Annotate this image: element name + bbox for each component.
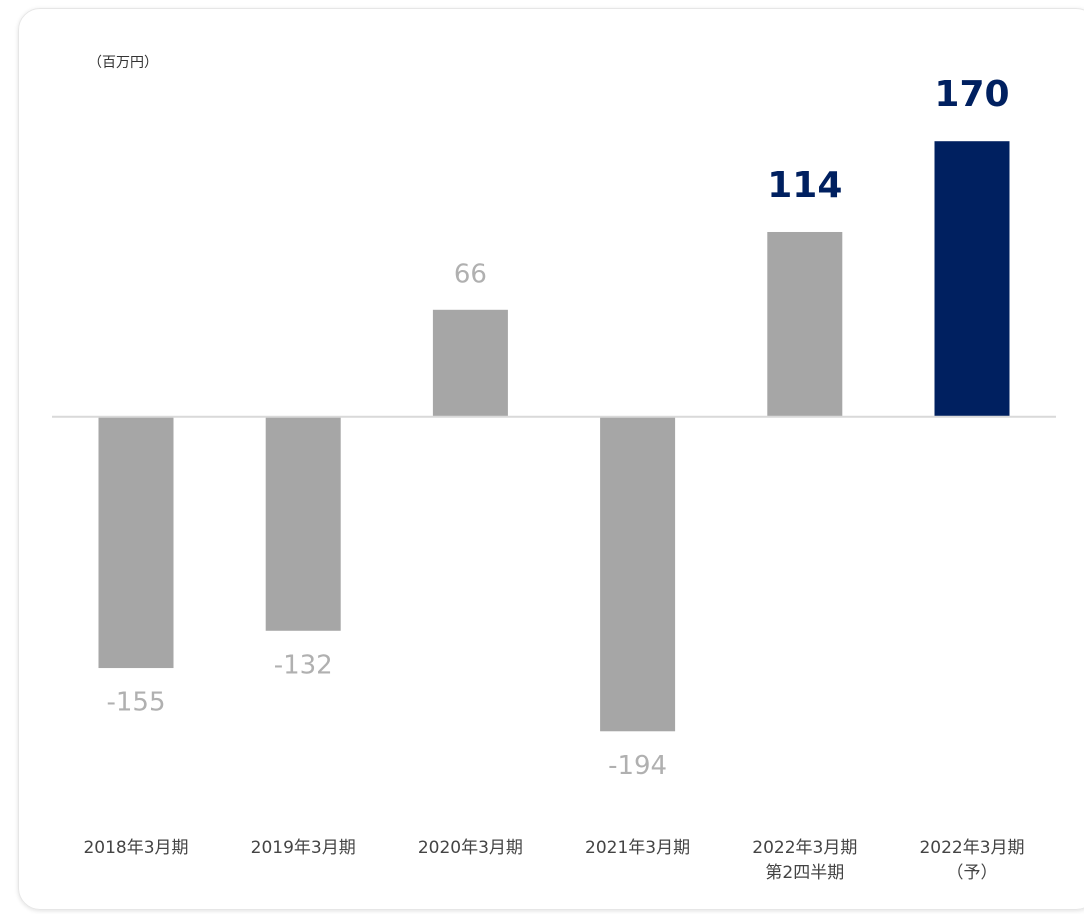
bar	[767, 231, 843, 417]
data-label: 66	[454, 259, 487, 289]
unit-label: （百万円）	[88, 55, 158, 71]
bar	[432, 309, 508, 417]
bar	[600, 416, 676, 732]
x-tick-label: 2018年3月期	[83, 838, 189, 858]
data-label: -132	[274, 650, 333, 680]
x-tick-label: 2022年3月期 第2四半期	[752, 838, 858, 883]
x-tick-label: 2022年3月期 （予）	[919, 838, 1025, 883]
card	[18, 8, 1084, 910]
bar	[934, 141, 1010, 417]
bar	[98, 416, 174, 669]
data-label: 170	[934, 74, 1009, 115]
x-tick-label: 2021年3月期	[585, 838, 691, 858]
data-label: -155	[106, 688, 165, 718]
bar	[265, 416, 341, 631]
data-label: -194	[608, 751, 667, 781]
x-tick-label: 2019年3月期	[250, 838, 356, 858]
x-tick-label: 2020年3月期	[417, 838, 523, 858]
data-label: 114	[767, 165, 842, 206]
